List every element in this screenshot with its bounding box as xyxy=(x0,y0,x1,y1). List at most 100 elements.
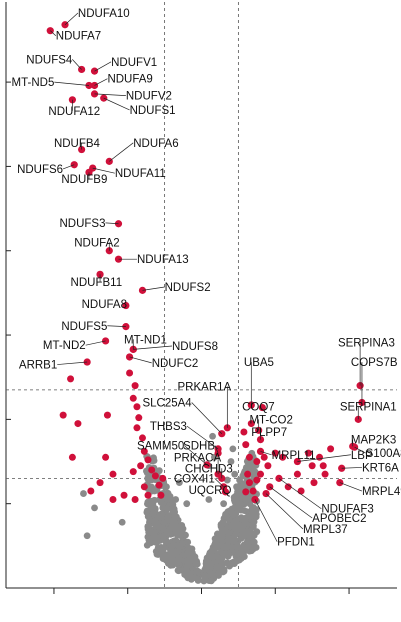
significant-point xyxy=(260,453,268,461)
cloud-point xyxy=(239,551,247,558)
significant-point xyxy=(133,403,141,411)
significant-point xyxy=(120,491,128,499)
cloud-point xyxy=(159,552,166,560)
cloud-point xyxy=(242,519,250,527)
nonsignificant-point xyxy=(80,490,87,497)
point-label: MT-ND5 xyxy=(12,77,55,89)
significant-point xyxy=(264,462,272,470)
significant-point xyxy=(308,462,316,470)
cloud-point xyxy=(157,499,165,506)
point-label: KRT6A xyxy=(362,462,399,474)
point-label: NDUFS8 xyxy=(172,341,218,353)
point-label: LBP xyxy=(351,450,373,462)
labeled-point xyxy=(221,488,230,496)
nonsignificant-point xyxy=(233,483,240,491)
cloud-point xyxy=(158,546,166,554)
significant-point xyxy=(249,487,257,495)
leader-line xyxy=(94,61,112,72)
significant-point xyxy=(279,453,287,461)
nonsignificant-point xyxy=(172,496,180,503)
point-label: SAMM50 xyxy=(137,441,184,453)
nonsignificant-point xyxy=(205,496,213,503)
significant-point xyxy=(319,462,327,470)
point-label: NDUFS3 xyxy=(59,218,105,230)
cloud-point xyxy=(217,523,225,530)
cloud-point xyxy=(231,536,239,544)
significant-point xyxy=(247,420,255,428)
leader-line xyxy=(184,445,208,466)
cloud-point xyxy=(248,505,256,512)
cloud-point xyxy=(185,545,193,553)
point-label: ARRB1 xyxy=(19,360,57,372)
significant-point xyxy=(297,487,305,495)
point-label: SDHB xyxy=(183,441,215,453)
leader-line xyxy=(109,142,134,162)
leader-line xyxy=(54,81,90,86)
significant-point xyxy=(327,445,335,453)
cloud-point xyxy=(170,516,178,524)
cloud-point xyxy=(232,531,239,539)
cloud-point xyxy=(243,538,251,545)
significant-point xyxy=(87,487,95,495)
cloud-point xyxy=(185,560,193,568)
cloud-point xyxy=(150,487,158,495)
leader-line xyxy=(72,59,82,70)
cloud-point xyxy=(225,537,232,545)
cloud-point xyxy=(176,555,184,563)
point-label: PRKACA xyxy=(174,452,222,464)
nonsignificant-point xyxy=(209,432,216,440)
significant-point xyxy=(144,491,152,499)
point-label: MT-ND1 xyxy=(124,334,167,346)
cloud-point xyxy=(218,554,226,562)
significant-point xyxy=(284,483,292,491)
significant-point xyxy=(304,449,312,457)
significant-point xyxy=(257,470,265,478)
cloud-point xyxy=(231,494,239,502)
cloud-point xyxy=(213,563,221,571)
significant-point xyxy=(135,414,143,422)
point-label: CHCHD3 xyxy=(185,463,233,475)
cloud-point xyxy=(148,504,156,512)
significant-point xyxy=(159,474,167,482)
point-label: SLC25A4 xyxy=(142,398,192,410)
significant-point xyxy=(144,456,152,464)
cloud-point xyxy=(230,560,238,568)
point-label: SERPINA1 xyxy=(340,402,397,414)
point-label: NDUFA9 xyxy=(107,74,152,86)
cloud-point xyxy=(245,463,253,470)
cloud-point xyxy=(150,457,158,464)
cloud-point xyxy=(191,557,199,565)
significant-point xyxy=(67,375,75,383)
leader-line xyxy=(103,97,130,111)
point-label: THBS3 xyxy=(150,421,187,433)
nonsignificant-point xyxy=(231,470,239,478)
point-label: COPS7B xyxy=(351,357,398,369)
labeled-point xyxy=(70,161,78,169)
threshold-lines xyxy=(6,2,397,588)
point-label: PLPP7 xyxy=(251,427,287,439)
leader-line xyxy=(50,30,57,36)
leader-line xyxy=(341,467,362,469)
leader-line xyxy=(339,482,363,492)
point-label: MRPL49 xyxy=(362,486,401,498)
cloud-point xyxy=(209,554,217,561)
cloud-point xyxy=(250,538,258,546)
significant-point xyxy=(103,411,111,419)
nonsignificant-point xyxy=(166,525,174,533)
labeled-point xyxy=(122,301,130,310)
point-label: NDUFA6 xyxy=(133,138,178,150)
point-label: PRKAR1A xyxy=(178,381,232,393)
significant-point xyxy=(129,468,137,476)
leader-line xyxy=(92,167,115,174)
significant-point xyxy=(242,488,250,496)
point-label: NDUFS4 xyxy=(26,54,73,66)
cloud-point xyxy=(220,566,228,574)
leader-line xyxy=(214,478,224,488)
leader-line xyxy=(94,78,108,86)
leader-line xyxy=(297,454,351,462)
cloud-point xyxy=(224,552,232,560)
nonsignificant-point xyxy=(118,518,126,526)
nonsignificant-point xyxy=(223,476,231,484)
point-label: NDUFS6 xyxy=(17,164,63,176)
significant-point xyxy=(140,483,148,491)
